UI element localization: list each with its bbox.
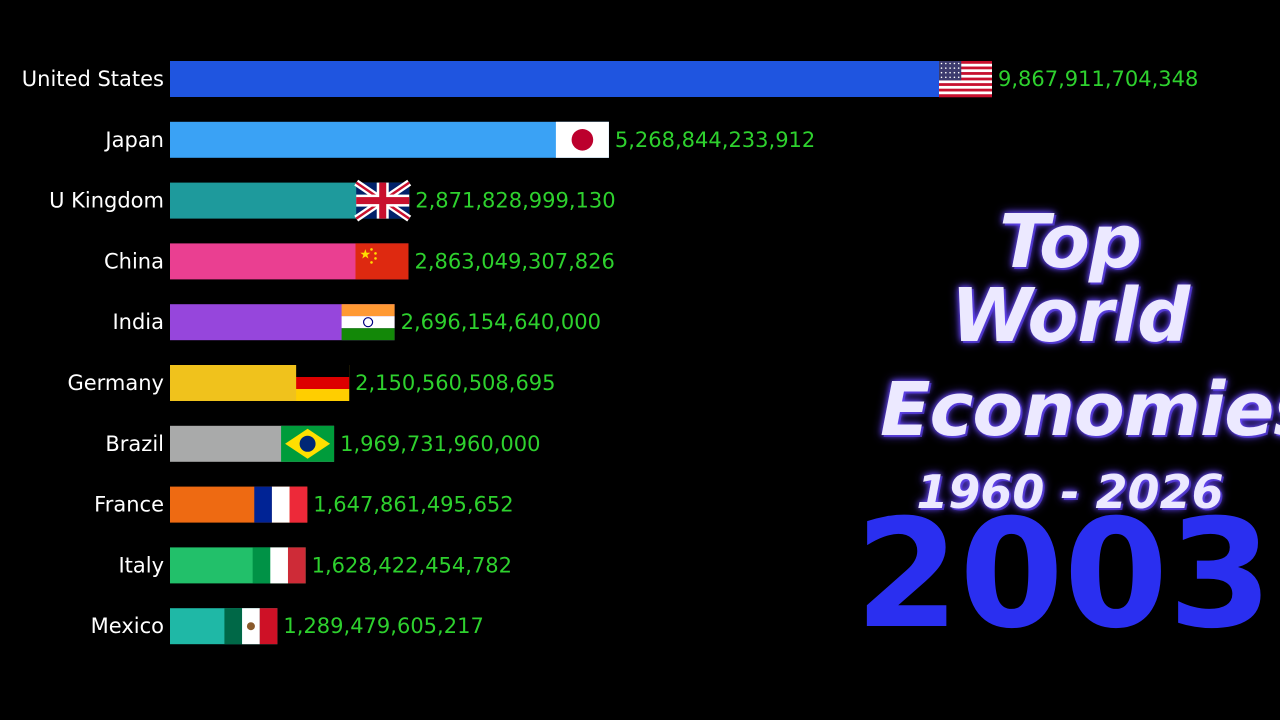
value-label-u-kingdom: 2,871,828,999,130: [415, 189, 615, 213]
bar-row-germany: Germany 2,150,560,508,695: [67, 365, 556, 401]
bar-row-united-states: United States 9,867,911,704,348: [22, 61, 1198, 98]
value-label-mexico: 1,289,479,605,217: [283, 614, 483, 638]
germany-flag-icon: [296, 365, 350, 401]
chart-title-block: Top World Economies 1960 - 2026: [880, 199, 1280, 519]
country-label-germany: Germany: [67, 371, 164, 395]
country-label-italy: Italy: [118, 553, 164, 577]
chart-title-line-1: Top World: [950, 199, 1190, 359]
current-year-label: 2003: [855, 488, 1273, 662]
bar-row-india: India 2,696,154,640,000: [112, 304, 601, 341]
value-label-france: 1,647,861,495,652: [313, 493, 513, 517]
country-label-united-states: United States: [22, 67, 164, 91]
country-label-japan: Japan: [103, 128, 164, 152]
value-label-united-states: 9,867,911,704,348: [998, 67, 1198, 91]
country-label-france: France: [94, 493, 164, 517]
italy-flag-icon: [252, 547, 306, 584]
bar-row-japan: Japan 5,268,844,233,912: [103, 121, 815, 158]
bar-row-mexico: Mexico 1,289,479,605,217: [91, 608, 484, 645]
chart-year-range: 1960 - 2026: [916, 465, 1224, 519]
japan-flag-icon: [555, 121, 609, 158]
chart-title-line-2: Economies: [880, 367, 1280, 453]
china-flag-icon: ★: [355, 243, 409, 280]
country-label-mexico: Mexico: [91, 614, 164, 638]
bar-row-france: France 1,647,861,495,652: [94, 486, 514, 523]
value-label-china: 2,863,049,307,826: [414, 249, 614, 273]
mexico-flag-icon: [224, 608, 278, 645]
bar-row-brazil: Brazil 1,969,731,960,000: [105, 425, 540, 462]
uk-flag-icon: [354, 179, 412, 222]
value-label-brazil: 1,969,731,960,000: [340, 432, 540, 456]
value-label-japan: 5,268,844,233,912: [615, 128, 815, 152]
us-flag-icon: [939, 61, 992, 98]
value-label-italy: 1,628,422,454,782: [312, 553, 512, 577]
country-label-china: China: [104, 249, 164, 273]
bar-row-china: ★ China 2,863,049,307,826: [104, 243, 615, 280]
value-label-india: 2,696,154,640,000: [401, 310, 601, 334]
country-label-brazil: Brazil: [105, 432, 164, 456]
india-flag-icon: [341, 304, 395, 341]
bar-united-states: [170, 61, 992, 97]
country-label-u-kingdom: U Kingdom: [49, 189, 164, 213]
france-flag-icon: [254, 486, 308, 523]
country-label-india: India: [112, 310, 164, 334]
brazil-flag-icon: [281, 425, 335, 462]
value-label-germany: 2,150,560,508,695: [355, 371, 555, 395]
bar-row-italy: Italy 1,628,422,454,782: [118, 547, 512, 584]
bar-japan: [170, 121, 609, 158]
bar-row-u-kingdom: U Kingdom 2,871,828,999,130: [49, 179, 616, 222]
svg-text:★: ★: [359, 247, 371, 262]
